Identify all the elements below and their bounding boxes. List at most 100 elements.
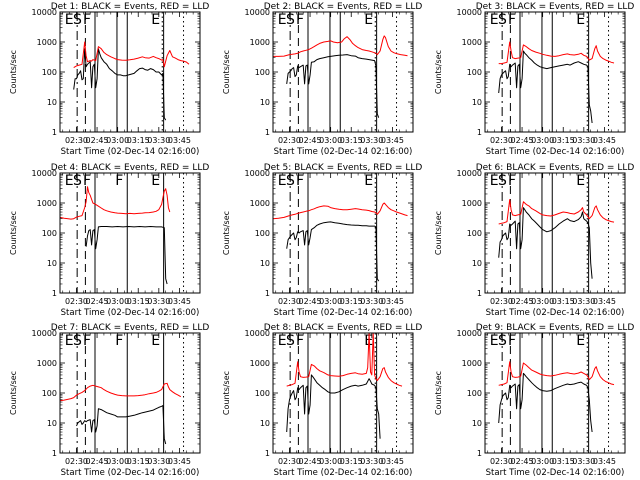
y-tick-label: 100 — [255, 229, 270, 238]
marker-label: F — [115, 333, 123, 349]
marker-label: E — [490, 12, 499, 28]
series-group — [498, 199, 615, 279]
x-tick-label: 03:15 — [127, 297, 150, 306]
x-tick-label: 03:45 — [168, 136, 191, 145]
marker-label: E — [151, 12, 160, 28]
y-tick-label: 1 — [52, 449, 57, 458]
series-line-events — [286, 374, 381, 439]
series-group — [73, 41, 190, 121]
series-line-events — [498, 50, 593, 124]
series-group — [498, 41, 615, 124]
x-tick-label: 02:45 — [511, 457, 534, 466]
chart-title: Det 5: BLACK = Events, RED = LLD — [264, 163, 423, 173]
marker-label: E — [278, 12, 287, 28]
marker-label: S — [73, 173, 82, 189]
x-tick-label: 03:30 — [147, 136, 170, 145]
marker-label: F — [296, 173, 304, 189]
x-tick-label: 03:45 — [381, 297, 404, 306]
x-tick-label: 03:30 — [360, 297, 383, 306]
series-line-lld — [286, 333, 403, 387]
marker-label: E — [490, 333, 499, 349]
y-tick-label: 1000 — [462, 359, 482, 368]
marker-label: E — [65, 12, 74, 28]
x-tick-label: 02:30 — [278, 136, 301, 145]
chart-title: Det 1: BLACK = Events, RED = LLD — [51, 2, 210, 12]
y-tick-label: 1 — [265, 449, 270, 458]
plot-frame — [59, 332, 201, 454]
x-tick-label: 02:30 — [65, 457, 88, 466]
marker-label: F — [83, 333, 91, 349]
y-tick-label: 10 — [260, 419, 270, 428]
series-line-events — [498, 372, 593, 433]
plot-frame — [484, 332, 626, 454]
y-tick-label: 1000 — [250, 199, 270, 208]
series-line-events — [73, 48, 167, 121]
x-axis-label: Start Time (02-Dec-14 02:16:00) — [486, 308, 625, 318]
series-group — [273, 35, 408, 118]
y-tick-label: 100 — [467, 229, 482, 238]
series-line-events — [286, 54, 380, 118]
y-axis-label: Counts/sec — [222, 50, 231, 94]
chart-title: Det 4: BLACK = Events, RED = LLD — [51, 163, 210, 173]
x-tick-label: 03:45 — [593, 297, 616, 306]
y-tick-label: 10 — [47, 419, 57, 428]
plot-frame — [59, 172, 201, 294]
panel-det-8: Det 8: BLACK = Events, RED = LLD Counts/s… — [222, 323, 422, 478]
x-tick-label: 03:45 — [168, 297, 191, 306]
x-axis-label: Start Time (02-Dec-14 02:16:00) — [61, 308, 200, 318]
series-line-lld — [60, 186, 171, 220]
marker-label: E — [65, 333, 74, 349]
x-tick-label: 02:30 — [278, 297, 301, 306]
marker-label: F — [508, 12, 516, 28]
series-line-lld — [498, 199, 615, 225]
y-tick-label: 10000 — [245, 8, 270, 17]
y-tick-label: 10000 — [245, 329, 270, 338]
y-axis-label: Counts/sec — [9, 211, 18, 255]
x-axis-label: Start Time (02-Dec-14 02:16:00) — [486, 468, 625, 478]
x-tick-label: 03:30 — [360, 136, 383, 145]
series-line-lld — [498, 361, 615, 386]
series-group — [60, 382, 182, 445]
series-group — [60, 186, 171, 285]
x-tick-label: 03:30 — [147, 457, 170, 466]
x-tick-label: 03:15 — [340, 457, 363, 466]
panel-det-4: Det 4: BLACK = Events, RED = LLD Counts/s… — [9, 163, 209, 318]
plot-frame — [272, 332, 414, 454]
x-axis-label: Start Time (02-Dec-14 02:16:00) — [61, 147, 200, 157]
series-group — [286, 333, 403, 439]
marker-label: F — [508, 333, 516, 349]
chart-title: Det 9: BLACK = Events, RED = LLD — [476, 323, 635, 333]
y-tick-label: 1 — [477, 449, 482, 458]
panel-det-7: Det 7: BLACK = Events, RED = LLD Counts/s… — [9, 323, 209, 478]
marker-label: S — [73, 12, 82, 28]
marker-label: S — [73, 333, 82, 349]
x-axis-label: Start Time (02-Dec-14 02:16:00) — [274, 147, 413, 157]
y-tick-label: 1000 — [250, 38, 270, 47]
y-tick-label: 100 — [42, 389, 57, 398]
y-tick-label: 10000 — [457, 8, 482, 17]
x-tick-label: 03:45 — [381, 457, 404, 466]
marker-label: F — [508, 173, 516, 189]
y-axis-label: Counts/sec — [434, 371, 443, 415]
x-tick-label: 03:00 — [531, 136, 554, 145]
series-line-lld — [60, 382, 182, 402]
x-tick-label: 03:15 — [340, 136, 363, 145]
x-tick-label: 03:30 — [147, 297, 170, 306]
y-axis-label: Counts/sec — [222, 211, 231, 255]
x-tick-label: 03:00 — [319, 457, 342, 466]
y-tick-label: 1000 — [462, 38, 482, 47]
series-group — [273, 202, 408, 282]
marker-label: E — [576, 173, 585, 189]
series-line-lld — [273, 35, 408, 57]
chart-title: Det 3: BLACK = Events, RED = LLD — [476, 2, 635, 12]
marker-label: E — [364, 173, 373, 189]
y-tick-label: 10000 — [32, 329, 57, 338]
marker-label: E — [364, 12, 373, 28]
marker-label: E — [576, 12, 585, 28]
panel-det-1: Det 1: BLACK = Events, RED = LLD Counts/s… — [9, 2, 209, 157]
y-axis-label: Counts/sec — [434, 211, 443, 255]
y-tick-label: 100 — [42, 229, 57, 238]
x-tick-label: 03:30 — [360, 457, 383, 466]
y-tick-label: 10000 — [32, 8, 57, 17]
marker-label: S — [286, 173, 295, 189]
